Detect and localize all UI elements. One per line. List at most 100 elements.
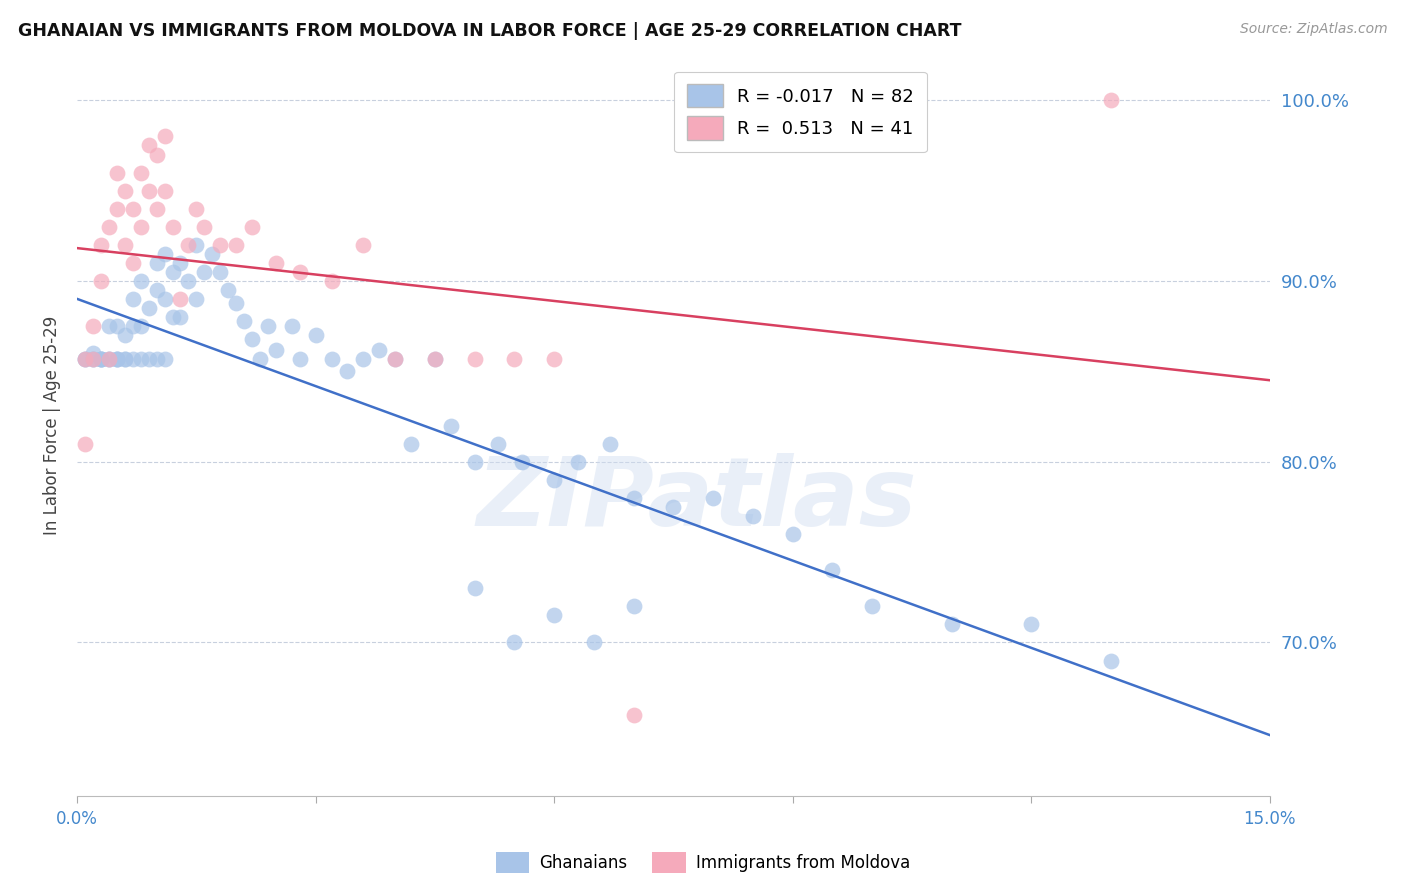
Point — [97, 351, 120, 366]
Point — [105, 351, 128, 366]
Point — [186, 292, 208, 306]
Point — [138, 351, 160, 366]
Point — [97, 319, 120, 334]
Point — [153, 184, 176, 198]
Point — [512, 455, 534, 469]
Point — [129, 319, 152, 334]
Point — [941, 617, 963, 632]
Point — [464, 455, 486, 469]
Point — [82, 351, 104, 366]
Point — [121, 202, 143, 216]
Point — [145, 256, 167, 270]
Point — [249, 351, 271, 366]
Point — [264, 343, 287, 357]
Point — [90, 351, 112, 366]
Point — [321, 351, 343, 366]
Point — [623, 599, 645, 614]
Point — [225, 238, 247, 252]
Point — [209, 238, 232, 252]
Point — [121, 319, 143, 334]
Point — [153, 247, 176, 261]
Point — [423, 351, 446, 366]
Point — [169, 292, 191, 306]
Point — [138, 301, 160, 315]
Point — [97, 351, 120, 366]
Point — [90, 351, 112, 366]
Point — [352, 238, 374, 252]
Point — [782, 527, 804, 541]
Point — [217, 283, 239, 297]
Point — [129, 219, 152, 234]
Point — [90, 274, 112, 288]
Point — [129, 274, 152, 288]
Point — [702, 491, 724, 505]
Point — [145, 202, 167, 216]
Point — [193, 219, 215, 234]
Legend: Ghanaians, Immigrants from Moldova: Ghanaians, Immigrants from Moldova — [489, 846, 917, 880]
Point — [399, 436, 422, 450]
Point — [543, 608, 565, 623]
Point — [138, 138, 160, 153]
Point — [121, 256, 143, 270]
Point — [129, 351, 152, 366]
Point — [73, 351, 96, 366]
Point — [162, 265, 184, 279]
Point — [82, 351, 104, 366]
Point — [281, 319, 304, 334]
Point — [623, 707, 645, 722]
Point — [240, 219, 263, 234]
Point — [114, 351, 136, 366]
Point — [73, 436, 96, 450]
Point — [503, 351, 526, 366]
Point — [201, 247, 224, 261]
Point — [121, 351, 143, 366]
Point — [105, 319, 128, 334]
Point — [543, 473, 565, 487]
Point — [368, 343, 391, 357]
Point — [1099, 93, 1122, 107]
Point — [114, 238, 136, 252]
Text: GHANAIAN VS IMMIGRANTS FROM MOLDOVA IN LABOR FORCE | AGE 25-29 CORRELATION CHART: GHANAIAN VS IMMIGRANTS FROM MOLDOVA IN L… — [18, 22, 962, 40]
Point — [97, 351, 120, 366]
Text: ZIPatlas: ZIPatlas — [477, 453, 918, 546]
Point — [105, 351, 128, 366]
Point — [186, 238, 208, 252]
Point — [288, 265, 311, 279]
Point — [304, 328, 326, 343]
Y-axis label: In Labor Force | Age 25-29: In Labor Force | Age 25-29 — [44, 316, 60, 535]
Point — [73, 351, 96, 366]
Point — [129, 165, 152, 179]
Point — [464, 581, 486, 595]
Point — [121, 292, 143, 306]
Point — [1019, 617, 1042, 632]
Point — [384, 351, 406, 366]
Point — [662, 500, 685, 514]
Point — [1099, 653, 1122, 667]
Point — [114, 351, 136, 366]
Point — [423, 351, 446, 366]
Point — [233, 314, 256, 328]
Point — [582, 635, 605, 649]
Point — [82, 346, 104, 360]
Point — [177, 274, 200, 288]
Point — [82, 319, 104, 334]
Point — [114, 184, 136, 198]
Point — [860, 599, 883, 614]
Point — [145, 147, 167, 161]
Point — [288, 351, 311, 366]
Point — [193, 265, 215, 279]
Point — [145, 351, 167, 366]
Point — [169, 310, 191, 325]
Point — [73, 351, 96, 366]
Point — [503, 635, 526, 649]
Point — [114, 328, 136, 343]
Legend: R = -0.017   N = 82, R =  0.513   N = 41: R = -0.017 N = 82, R = 0.513 N = 41 — [673, 71, 927, 153]
Point — [90, 238, 112, 252]
Point — [105, 165, 128, 179]
Point — [321, 274, 343, 288]
Point — [352, 351, 374, 366]
Point — [82, 351, 104, 366]
Point — [153, 129, 176, 144]
Point — [162, 219, 184, 234]
Point — [464, 351, 486, 366]
